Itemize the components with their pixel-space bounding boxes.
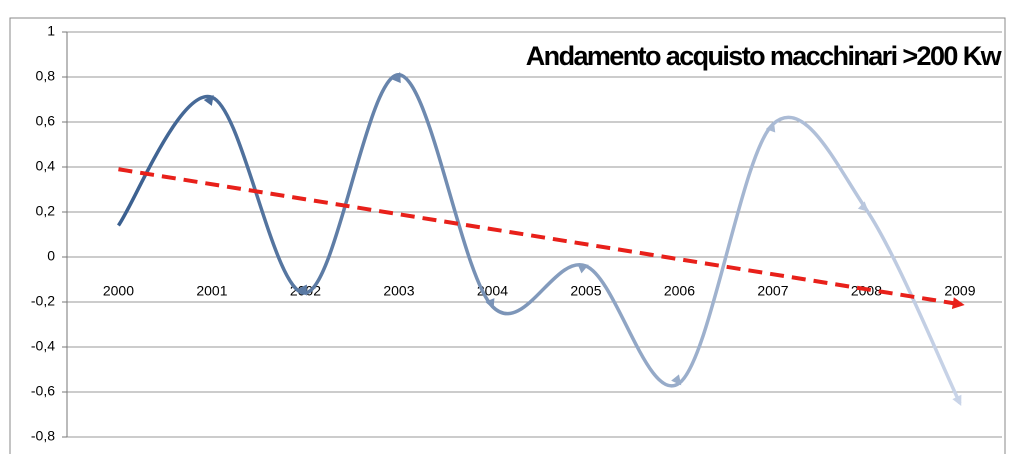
arrow-head (952, 394, 962, 406)
arrow-head (391, 71, 401, 84)
arrow-head (297, 284, 307, 296)
y-tick-label: -0,2 (31, 293, 55, 309)
arrow-head (671, 374, 682, 386)
arrow-head (203, 94, 214, 106)
chart-title: Andamento acquisto macchinari >200 Kw (526, 41, 1003, 71)
y-tick-label: -0,6 (31, 383, 55, 399)
y-tick-label: 0 (47, 248, 55, 264)
arrow-head (857, 201, 869, 212)
x-tick-label: 2006 (664, 283, 695, 299)
x-tick-label: 2000 (103, 283, 134, 299)
x-tick-label: 2003 (383, 283, 414, 299)
arrow-head (577, 264, 589, 274)
x-tick-label: 2005 (570, 283, 601, 299)
data-line (116, 72, 962, 405)
y-tick-label: 0,2 (36, 203, 56, 219)
arrow-head (765, 121, 776, 133)
y-tick-label: 0,8 (36, 68, 56, 84)
y-tick-label: -0,8 (31, 428, 55, 444)
y-tick-label: 0,4 (36, 158, 56, 174)
y-tick-label: 0,6 (36, 113, 56, 129)
chart-frame (9, 17, 1006, 454)
x-tick-label: 2007 (757, 283, 788, 299)
x-tick-label: 2009 (944, 283, 975, 299)
x-tick-label: 2001 (196, 283, 227, 299)
y-tick-label: -0,4 (31, 338, 55, 354)
trendline (118, 167, 965, 310)
y-tick-label: 1 (47, 23, 55, 39)
arrow-head (485, 298, 495, 310)
